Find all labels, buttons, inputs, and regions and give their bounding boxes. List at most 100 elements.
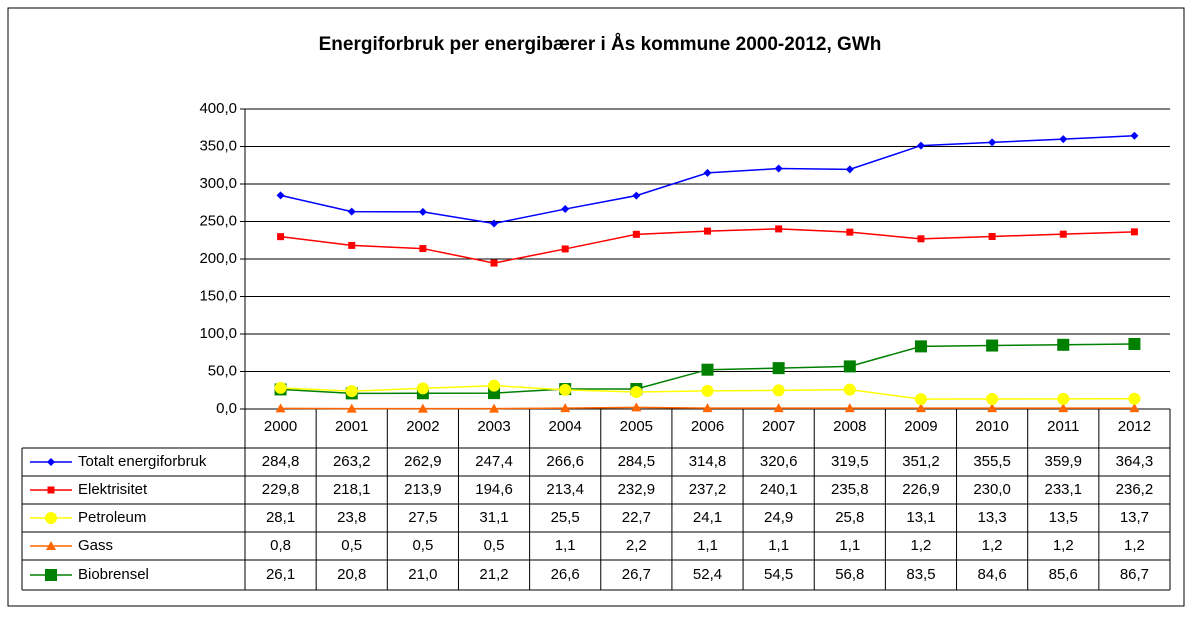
table-cell: 1,2: [1124, 537, 1145, 554]
x-tick-label: 2005: [620, 418, 653, 435]
legend-label: Petroleum: [78, 509, 146, 526]
marker: [490, 219, 499, 228]
table-cell: 230,0: [973, 481, 1011, 498]
table-cell: 13,3: [978, 509, 1007, 526]
marker: [561, 245, 569, 253]
marker: [773, 403, 784, 413]
legend-label: Elektrisitet: [78, 481, 148, 498]
table-cell: 2,2: [626, 537, 647, 554]
marker: [348, 241, 356, 249]
table-cell: 13,7: [1120, 509, 1149, 526]
marker: [275, 403, 286, 413]
table-cell: 85,6: [1049, 566, 1078, 583]
table-cell: 266,6: [546, 453, 584, 470]
table-cell: 31,1: [479, 509, 508, 526]
table-cell: 237,2: [689, 481, 727, 498]
marker: [843, 360, 856, 373]
table-cell: 284,5: [618, 453, 656, 470]
table-cell: 1,2: [911, 537, 932, 554]
marker: [419, 245, 427, 253]
table-cell: 83,5: [906, 566, 935, 583]
marker: [1059, 135, 1068, 144]
y-tick-label: 200,0: [199, 250, 237, 267]
table-cell: 20,8: [337, 566, 366, 583]
table-cell: 320,6: [760, 453, 798, 470]
table-cell: 359,9: [1044, 453, 1082, 470]
x-tick-label: 2001: [335, 418, 368, 435]
table-cell: 1,2: [982, 537, 1003, 554]
marker: [988, 138, 997, 147]
table-cell: 13,1: [906, 509, 935, 526]
table-cell: 26,6: [551, 566, 580, 583]
marker: [772, 362, 785, 375]
x-tick-label: 2011: [1047, 418, 1079, 435]
x-tick-label: 2010: [975, 418, 1008, 435]
marker: [986, 339, 999, 352]
y-tick-label: 350,0: [199, 137, 237, 154]
y-tick-label: 50,0: [208, 362, 237, 379]
marker: [1128, 337, 1141, 350]
marker: [1130, 131, 1139, 140]
marker: [488, 379, 501, 392]
table-cell: 314,8: [689, 453, 727, 470]
table-cell: 247,4: [475, 453, 513, 470]
marker: [45, 569, 57, 581]
table-cell: 21,0: [408, 566, 437, 583]
marker: [988, 233, 996, 240]
table-cell: 13,5: [1049, 509, 1078, 526]
table-cell: 1,1: [768, 537, 789, 554]
marker: [1130, 228, 1138, 236]
table-cell: 355,5: [973, 453, 1011, 470]
marker: [631, 402, 642, 412]
table-cell: 0,5: [484, 537, 505, 554]
table-cell: 25,8: [835, 509, 864, 526]
table-cell: 351,2: [902, 453, 940, 470]
table-cell: 0,5: [412, 537, 433, 554]
table-cell: 213,9: [404, 481, 442, 498]
y-tick-label: 0,0: [216, 400, 237, 417]
marker: [915, 403, 926, 413]
table-cell: 84,6: [978, 566, 1007, 583]
x-tick-label: 2000: [264, 418, 297, 435]
marker: [277, 233, 285, 241]
marker: [1057, 338, 1070, 351]
marker: [772, 384, 785, 397]
marker: [632, 230, 640, 238]
marker: [45, 512, 57, 524]
table-cell: 213,4: [546, 481, 584, 498]
marker: [1129, 403, 1140, 413]
marker: [46, 541, 56, 550]
marker: [274, 381, 287, 394]
marker: [844, 403, 855, 413]
marker: [703, 168, 712, 177]
marker: [561, 205, 570, 214]
marker: [702, 403, 713, 413]
y-tick-label: 400,0: [199, 100, 237, 117]
chart-frame: [7, 7, 1185, 607]
marker: [47, 458, 55, 466]
marker: [701, 363, 714, 376]
marker: [276, 191, 285, 200]
table-cell: 28,1: [266, 509, 295, 526]
table-cell: 26,1: [266, 566, 295, 583]
marker: [846, 228, 854, 236]
marker: [774, 164, 783, 173]
marker: [560, 403, 571, 413]
table-cell: 54,5: [764, 566, 793, 583]
table-cell: 262,9: [404, 453, 442, 470]
marker: [914, 340, 927, 353]
y-tick-label: 300,0: [199, 175, 237, 192]
x-tick-label: 2008: [833, 418, 866, 435]
marker: [47, 486, 55, 494]
table-cell: 52,4: [693, 566, 722, 583]
x-tick-label: 2006: [691, 418, 724, 435]
x-tick-label: 2003: [477, 418, 510, 435]
table-cell: 0,5: [341, 537, 362, 554]
marker: [490, 259, 498, 267]
marker: [559, 383, 572, 396]
table-cell: 86,7: [1120, 566, 1149, 583]
marker: [987, 403, 998, 413]
y-tick-label: 150,0: [199, 287, 237, 304]
table-cell: 56,8: [835, 566, 864, 583]
x-tick-label: 2012: [1118, 418, 1151, 435]
